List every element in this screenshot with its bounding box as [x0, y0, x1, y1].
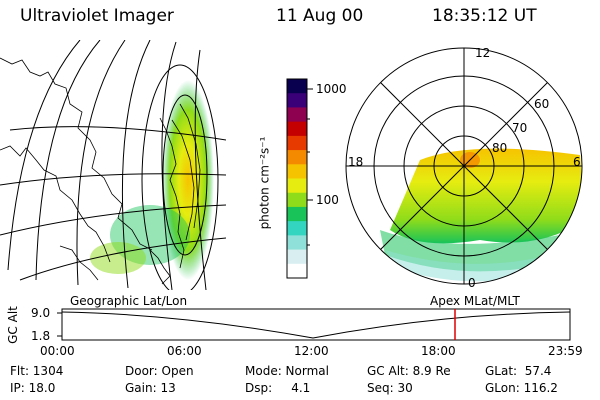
mode-value: Mode: Normal	[245, 364, 329, 378]
colorbar	[286, 78, 313, 279]
lat-label-60: 60	[534, 97, 550, 111]
colorbar-segment	[287, 263, 307, 279]
gc-alt-axis-title: GC Alt	[5, 306, 20, 344]
colorbar-segment	[287, 150, 307, 165]
y-tick-1.8: 1.8	[31, 329, 51, 343]
colorbar-tick-1000: 1000	[316, 82, 347, 96]
geographic-map	[0, 40, 226, 290]
x-tick-1200: 12:00	[294, 344, 329, 358]
x-tick-1800: 18:00	[421, 344, 456, 358]
x-tick-2359: 23:59	[548, 344, 583, 358]
mlt-label-0: 0	[468, 276, 476, 290]
colorbar-segment	[287, 121, 307, 137]
colorbar-unit-label: photon cm⁻²s⁻¹	[257, 136, 272, 230]
colorbar-segment	[287, 249, 307, 265]
colorbar-segment	[287, 93, 307, 108]
glon-value: GLon: 116.2	[485, 381, 558, 395]
lat-label-80: 80	[492, 141, 508, 155]
colorbar-segment	[287, 178, 307, 194]
flight-number: Flt: 1304	[10, 364, 64, 378]
polar-plot	[345, 47, 583, 285]
seq-value: Seq: 30	[367, 381, 413, 395]
colorbar-segment	[287, 79, 307, 94]
ip-value: IP: 18.0	[10, 381, 56, 395]
lat-label-70: 70	[512, 121, 528, 135]
glat-value: GLat: 57.4	[485, 364, 552, 378]
colorbar-tick-100: 100	[316, 193, 339, 207]
colorbar-segment	[287, 192, 307, 208]
gain-value: Gain: 13	[125, 381, 176, 395]
colorbar-segment	[287, 107, 307, 123]
gc-alt-value: GC Alt: 8.9 Re	[367, 364, 451, 378]
x-tick-0600: 06:00	[167, 344, 202, 358]
date-label: 11 Aug 00	[276, 6, 364, 26]
door-status: Door: Open	[125, 364, 194, 378]
altitude-timeline	[57, 308, 571, 341]
geographic-label: Geographic Lat/Lon	[70, 294, 188, 308]
mlt-label-12: 12	[475, 46, 491, 60]
x-tick-0000: 00:00	[40, 344, 75, 358]
time-label: 18:35:12 UT	[432, 6, 537, 26]
colorbar-segment	[287, 221, 307, 236]
colorbar-segment	[287, 164, 307, 179]
colorbar-segment	[287, 206, 307, 222]
colorbar-segment	[287, 235, 307, 251]
aurora-oval-polar	[390, 148, 582, 244]
y-tick-9: 9.0	[31, 306, 51, 320]
apex-label: Apex MLat/MLT	[430, 294, 520, 308]
mlt-label-6: 6	[573, 155, 581, 169]
dsp-value: Dsp: 4.1	[245, 381, 311, 395]
altitude-curve	[61, 311, 571, 339]
colorbar-segment	[287, 135, 307, 151]
mlt-label-18: 18	[348, 155, 364, 169]
instrument-title: Ultraviolet Imager	[20, 6, 174, 26]
